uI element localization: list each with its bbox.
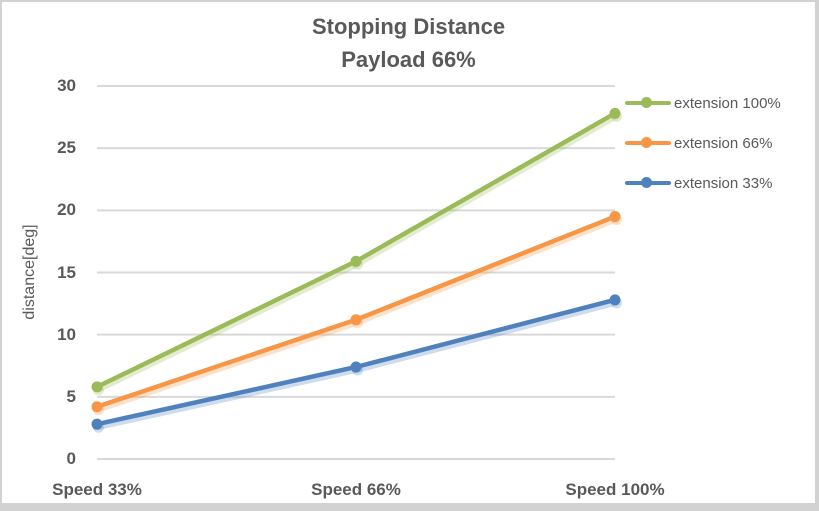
y-tick-label: 20: [57, 200, 76, 220]
legend-label: extension 66%: [674, 134, 773, 152]
data-point-marker: [91, 381, 103, 393]
legend-line-marker-icon: [625, 172, 671, 194]
y-tick-label: 15: [57, 262, 76, 282]
y-tick-label: 5: [66, 386, 76, 406]
legend-label: extension 33%: [674, 174, 773, 192]
data-point-marker: [609, 211, 621, 223]
y-axis-title: distance[deg]: [21, 224, 38, 320]
legend-item: extension 100%: [625, 92, 781, 114]
y-tick-label: 30: [57, 76, 76, 95]
chart-title: Stopping Distance Payload 66%: [2, 10, 815, 76]
y-tick-label: 25: [57, 138, 76, 158]
data-point-marker: [350, 361, 362, 373]
x-axis-label: Speed 66%: [311, 480, 401, 499]
data-point-marker: [609, 294, 621, 306]
legend-item: extension 66%: [625, 132, 772, 154]
legend-label: extension 100%: [674, 94, 781, 112]
legend-item: extension 33%: [625, 172, 772, 194]
data-point-marker: [91, 418, 103, 430]
legend-marker-dot: [641, 137, 652, 148]
series-line-extension-66: [94, 214, 618, 410]
y-tick-label: 10: [57, 324, 76, 344]
data-point-marker: [91, 401, 103, 413]
legend-line-marker-icon: [625, 92, 671, 114]
legend-marker-dot: [641, 97, 652, 108]
data-point-marker: [350, 255, 362, 267]
chart-title-line2: Payload 66%: [341, 47, 476, 72]
plot-area: [91, 85, 622, 460]
data-point-marker: [350, 314, 362, 326]
chart-title-line1: Stopping Distance: [311, 14, 506, 39]
legend-line-marker-icon: [625, 132, 671, 154]
x-axis-label: Speed 100%: [565, 480, 665, 499]
x-axis-label: Speed 33%: [52, 480, 142, 499]
y-tick-label: 0: [66, 449, 76, 468]
data-point-marker: [609, 107, 621, 119]
legend-marker-dot: [641, 177, 652, 188]
